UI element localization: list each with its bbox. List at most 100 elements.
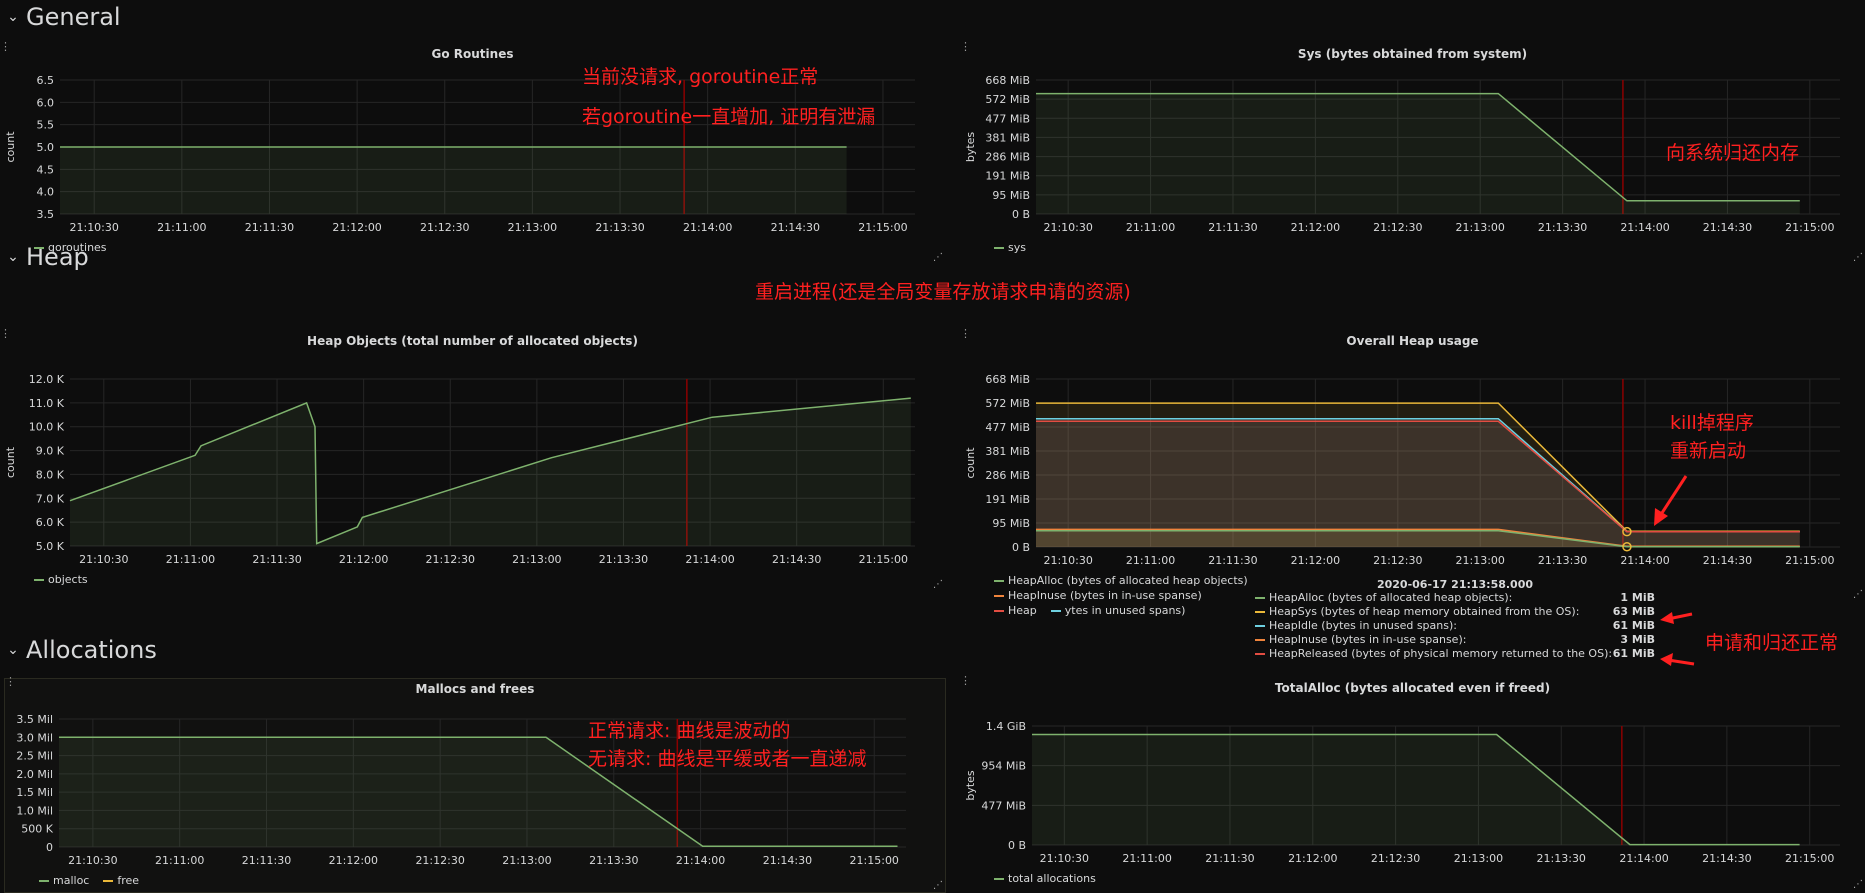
legend-label: free [117, 874, 140, 887]
resize-handle-icon[interactable]: ⋰ [933, 579, 943, 590]
arrow-heapreleased-icon [1660, 653, 1695, 666]
tooltip-time: 2020-06-17 21:13:58.000 [1376, 578, 1534, 591]
panel-mallocs-and-frees[interactable]: Mallocs and frees ⋮ 3.5 Mil 3.0 Mil 2.5 Mil 2… [4, 676, 946, 893]
resize-handle-icon[interactable]: ⋰ [1853, 879, 1863, 890]
y-tick-label: 11.0 K [29, 397, 65, 410]
x-tick-label: 21:10:30 [1043, 221, 1092, 234]
legend-item[interactable]: HeapInuse (bytes in in-use spanse) [994, 589, 1202, 602]
legend-item[interactable]: total allocations [994, 872, 1096, 885]
tooltip-value: 1 MiB [1620, 591, 1655, 604]
tooltip-row: HeapInuse (bytes in in-use spanse): 3 MiB [1255, 633, 1655, 647]
row-header-allocations[interactable]: ⌄ Allocations [0, 633, 157, 667]
x-tick-label: 21:13:00 [1456, 221, 1505, 234]
legend-label: total allocations [1008, 872, 1096, 885]
legend-label: sys [1008, 241, 1026, 254]
tooltip-value: 61 MiB [1612, 619, 1655, 632]
resize-handle-icon[interactable]: ⋰ [933, 880, 943, 891]
y-tick-label: 3.0 Mil [16, 731, 53, 744]
x-tick-label: 21:14:00 [1620, 554, 1669, 567]
legend-item[interactable]: sys [994, 241, 1026, 254]
x-tick-label: 21:11:00 [1126, 221, 1175, 234]
y-tick-label: 8.0 K [36, 468, 65, 481]
legend-item[interactable]: ytes in unused spans) [1050, 604, 1185, 617]
row-header-general[interactable]: ⌄ General [0, 0, 120, 34]
y-tick-label: 12.0 K [29, 373, 65, 386]
x-tick-label: 21:13:30 [589, 854, 638, 867]
panel-go-routines[interactable]: Go Routines ⋮ 6.5 6.0 5.5 5.0 4.5 4.0 3.5 21:10:3… [0, 41, 945, 264]
y-tick-label: 6.5 [37, 74, 55, 87]
y-tick-label: 191 MiB [985, 493, 1030, 506]
x-tick-label: 21:14:00 [676, 854, 725, 867]
y-tick-label: 5.0 [37, 141, 55, 154]
y-tick-label: 5.0 K [36, 540, 65, 553]
legend-swatch [994, 594, 1004, 597]
row-title-allocations: Allocations [26, 636, 157, 664]
tooltip-label-text: HeapSys (bytes of heap memory obtained f… [1269, 605, 1580, 618]
legend-item[interactable]: malloc [39, 874, 89, 887]
annotation-alloc-normal: 申请和归还正常 [1705, 632, 1839, 654]
legend-label: Heap [1008, 604, 1037, 617]
y-tick-label: 2.5 Mil [16, 750, 53, 763]
tooltip-swatch [1255, 611, 1265, 613]
x-tick-label: 21:13:30 [1537, 852, 1586, 865]
y-tick-label: 191 MiB [985, 170, 1030, 183]
panel-overall-heap-usage[interactable]: Overall Heap usage ⋮ 668 MiB 572 MiB 477 MiB… [960, 328, 1865, 617]
series-area-heapinuse [1036, 529, 1800, 547]
panel-title[interactable]: Overall Heap usage [1346, 334, 1479, 348]
series-line-heapreleased [1036, 420, 1800, 533]
x-tick-label: 21:11:30 [245, 221, 294, 234]
legend-swatch [994, 579, 1004, 582]
y-tick-label: 6.0 [37, 96, 55, 109]
heap-usage-tooltip: 2020-06-17 21:13:58.000 HeapAlloc (bytes… [1255, 578, 1655, 661]
resize-handle-icon[interactable]: ⋰ [933, 252, 943, 263]
annotation-mallocs-normal: 正常请求: 曲线是波动的 [588, 720, 791, 742]
legend-item[interactable]: HeapAlloc (bytes of allocated heap objec… [994, 574, 1248, 587]
panel-title[interactable]: Mallocs and frees [415, 682, 535, 696]
tooltip-row: HeapAlloc (bytes of allocated heap objec… [1255, 591, 1655, 605]
series-line-malloc [59, 736, 898, 848]
x-tick-label: 21:13:00 [1454, 852, 1503, 865]
x-tick-label: 21:12:00 [329, 854, 378, 867]
chevron-down-icon: ⌄ [7, 642, 19, 658]
y-tick-label: 3.5 [37, 208, 55, 221]
legend-label: HeapAlloc (bytes of allocated heap objec… [1008, 574, 1248, 587]
y-tick-label: 10.0 K [29, 421, 65, 434]
panel-title[interactable]: Go Routines [431, 47, 514, 61]
x-tick-label: 21:15:00 [1785, 554, 1834, 567]
panel-total-alloc[interactable]: TotalAlloc (bytes allocated even if free… [960, 675, 1865, 891]
panel-heap-objects[interactable]: Heap Objects (total number of allocated … [0, 328, 945, 591]
resize-handle-icon[interactable]: ⋰ [1853, 589, 1863, 600]
x-tick-label: 21:13:00 [512, 553, 561, 566]
panel-title[interactable]: Heap Objects (total number of allocated … [307, 334, 638, 348]
panel-title[interactable]: Sys (bytes obtained from system) [1297, 47, 1528, 61]
x-tick-label: 21:15:00 [1785, 852, 1834, 865]
chart-svg: 668 MiB 572 MiB 477 MiB 381 MiB 286 MiB 191 M… [964, 74, 1840, 234]
legend-item[interactable]: goroutines [34, 241, 107, 254]
chevron-down-icon: ⌄ [7, 249, 19, 265]
series-line-sys [1036, 92, 1800, 202]
legend-label: HeapInuse (bytes in in-use spanse) [1008, 589, 1202, 602]
x-tick-label: 21:11:00 [155, 854, 204, 867]
legend-item[interactable]: Heap [994, 604, 1037, 617]
panel-legend: objects [34, 573, 88, 586]
resize-handle-icon[interactable]: ⋰ [1853, 252, 1863, 263]
legend-swatch [1050, 609, 1061, 612]
y-tick-label: 7.0 K [36, 492, 65, 505]
tooltip-label: HeapReleased (bytes of physical memory r… [1255, 647, 1612, 661]
x-tick-label: 21:14:30 [763, 854, 812, 867]
legend-item[interactable]: free [103, 874, 139, 887]
y-tick-label: 0 B [1012, 208, 1030, 221]
series-area-sys [1036, 93, 1800, 214]
panel-title[interactable]: TotalAlloc (bytes allocated even if free… [1274, 681, 1551, 695]
panel-legend: malloc free [39, 874, 139, 887]
arrow-heapsys-icon [1660, 612, 1693, 624]
legend-item[interactable]: objects [34, 573, 88, 586]
y-tick-label: 1.4 GiB [986, 720, 1026, 733]
x-tick-label: 21:13:30 [1538, 221, 1587, 234]
y-tick-label: 4.5 [37, 163, 55, 176]
annotation-mallocs-none: 无请求: 曲线是平缓或者一直递减 [588, 748, 867, 770]
x-tick-label: 21:11:00 [1122, 852, 1171, 865]
series-line-heapalloc [1036, 529, 1800, 548]
panel-sys[interactable]: Sys (bytes obtained from system) ⋮ 668 MiB… [960, 41, 1865, 264]
tooltip-label-text: HeapAlloc (bytes of allocated heap objec… [1269, 591, 1513, 604]
